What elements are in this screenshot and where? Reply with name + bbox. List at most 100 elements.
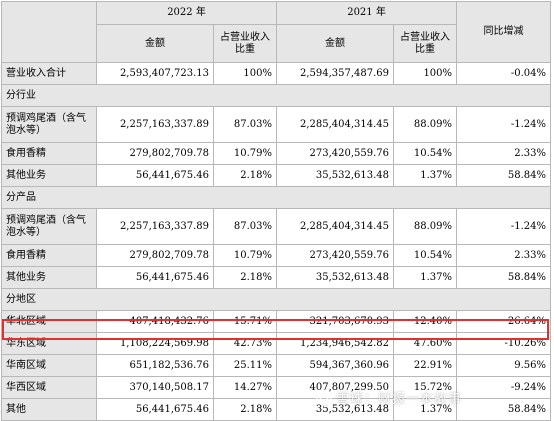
row-label: 华西区域 [1, 376, 97, 399]
share-2021: 88.09% [393, 208, 458, 245]
table-header-columns: 金额 占营业收入比重 金额 占营业收入比重 [2, 24, 551, 63]
row-label: 食用香精 [1, 142, 97, 165]
share-2021: 47.60% [393, 332, 458, 355]
amount-2021-header: 金额 [276, 24, 395, 63]
share-2022: 14.27% [212, 376, 278, 399]
year-2022-header: 2022 年 [95, 1, 278, 25]
amount-2022: 279,802,709.78 [96, 244, 214, 267]
amount-2022-header: 金额 [96, 24, 214, 63]
table-row: 预调鸡尾酒（含气泡水等） 2,257,163,337.89 87.03% 2,2… [1, 208, 552, 245]
amount-2022: 651,182,536.76 [96, 354, 214, 377]
amount-2021: 407,807,299.50 [276, 376, 395, 399]
yoy-change: 58.84% [456, 398, 552, 421]
yoy-change: -0.04% [456, 62, 552, 85]
yoy-change: -1.24% [456, 106, 552, 143]
amount-2021: 2,285,404,314.45 [276, 106, 395, 143]
row-label: 其他业务 [1, 164, 97, 187]
share-2022: 100% [212, 62, 278, 85]
yoy-change: -1.24% [456, 208, 552, 245]
share-2021: 10.54% [393, 244, 458, 267]
row-label: 华北区域 [1, 310, 97, 333]
row-label: 预调鸡尾酒（含气泡水等） [1, 106, 97, 143]
row-label: 食用香精 [1, 244, 97, 267]
table-header-years: 2022 年 2021 年 同比增减 [1, 1, 552, 63]
watermark: 雪球：财报一本故事 [316, 388, 462, 407]
table-row: 华西区域 370,140,508.17 14.27% 407,807,299.5… [1, 376, 552, 399]
share-2021: 22.91% [393, 354, 458, 377]
section-title: 分产品 [0, 186, 552, 209]
table-row: 食用香精 279,802,709.78 10.79% 273,420,559.7… [1, 244, 552, 267]
row-label: 华东区域 [1, 332, 97, 355]
snowball-logo-icon [316, 389, 332, 406]
header-blank-cell [1, 1, 97, 63]
amount-2021: 273,420,559.76 [276, 142, 395, 165]
year-2021-header: 2021 年 [276, 1, 458, 25]
yoy-change: -9.24% [456, 376, 552, 399]
yoy-change: 26.64% [456, 310, 552, 333]
yoy-change: 9.56% [456, 354, 552, 377]
amount-2021: 35,532,613.48 [276, 266, 395, 289]
section-title: 分行业 [0, 84, 552, 107]
section-row-product: 分产品 [0, 186, 552, 209]
section-title: 分地区 [0, 288, 552, 311]
amount-2021: 594,367,360.96 [276, 354, 395, 377]
amount-2022: 279,802,709.78 [96, 142, 214, 165]
amount-2022: 56,441,675.46 [96, 164, 214, 187]
row-label: 预调鸡尾酒（含气泡水等） [1, 208, 97, 245]
table-row: 华南区域 651,182,536.76 25.11% 594,367,360.9… [1, 354, 552, 377]
table-row: 预调鸡尾酒（含气泡水等） 2,257,163,337.89 87.03% 2,2… [1, 106, 552, 143]
table-row: 其他业务 56,441,675.46 2.18% 35,532,613.48 1… [1, 164, 552, 187]
amount-2021: 35,532,613.48 [276, 164, 395, 187]
watermark-text: 雪球：财报一本故事 [336, 392, 463, 407]
yoy-change-header: 同比增减 [456, 1, 552, 63]
amount-2022: 1,108,224,569.98 [96, 332, 214, 355]
amount-2021: 1,234,946,542.82 [276, 332, 395, 355]
share-2022: 2.18% [212, 398, 278, 421]
amount-2022: 2,593,407,723.13 [96, 62, 214, 85]
share-2022: 87.03% [212, 208, 278, 245]
table-row: 华北区域 407,418,432.76 15.71% 321,703,670.9… [1, 310, 552, 333]
share-2021: 10.54% [393, 142, 458, 165]
table-row: 食用香精 279,802,709.78 10.79% 273,420,559.7… [1, 142, 552, 165]
share-2021: 88.09% [393, 106, 458, 143]
amount-2022: 407,418,432.76 [96, 310, 214, 333]
amount-2021: 2,594,357,487.69 [276, 62, 395, 85]
amount-2022: 56,441,675.46 [96, 398, 214, 421]
share-2022: 42.73% [212, 332, 278, 355]
amount-2022: 2,257,163,337.89 [96, 106, 214, 143]
share-2022: 10.79% [212, 142, 278, 165]
amount-2022: 56,441,675.46 [96, 266, 214, 289]
yoy-change: 58.84% [456, 266, 552, 289]
share-2022-header: 占营业收入比重 [212, 24, 278, 63]
share-2021-header: 占营业收入比重 [393, 24, 458, 63]
yoy-change: 2.33% [456, 244, 552, 267]
amount-2021: 273,420,559.76 [276, 244, 395, 267]
amount-2021: 321,703,670.93 [276, 310, 395, 333]
row-label: 其他业务 [1, 266, 97, 289]
section-row-region: 分地区 [0, 288, 552, 311]
yoy-change: 2.33% [456, 142, 552, 165]
total-row: 营业收入合计 2,593,407,723.13 100% 2,594,357,4… [1, 62, 552, 85]
table-row-highlighted: 华东区域 1,108,224,569.98 42.73% 1,234,946,5… [1, 332, 552, 355]
amount-2022: 2,257,163,337.89 [96, 208, 214, 245]
row-label: 华南区域 [1, 354, 97, 377]
share-2021: 100% [393, 62, 458, 85]
share-2022: 10.79% [212, 244, 278, 267]
share-2021: 1.37% [393, 266, 458, 289]
yoy-change: -10.26% [456, 332, 552, 355]
amount-2021: 2,285,404,314.45 [276, 208, 395, 245]
share-2021: 1.37% [393, 164, 458, 187]
share-2022: 87.03% [212, 106, 278, 143]
row-label: 营业收入合计 [1, 62, 97, 85]
share-2022: 2.18% [212, 266, 278, 289]
table-row: 其他业务 56,441,675.46 2.18% 35,532,613.48 1… [1, 266, 552, 289]
share-2022: 2.18% [212, 164, 278, 187]
yoy-change: 58.84% [456, 164, 552, 187]
share-2022: 25.11% [212, 354, 278, 377]
share-2022: 15.71% [212, 310, 278, 333]
section-row-industry: 分行业 [0, 84, 552, 107]
row-label: 其他 [1, 398, 97, 421]
share-2021: 12.40% [393, 310, 458, 333]
table-row: 其他 56,441,675.46 2.18% 35,532,613.48 1.3… [1, 398, 552, 421]
